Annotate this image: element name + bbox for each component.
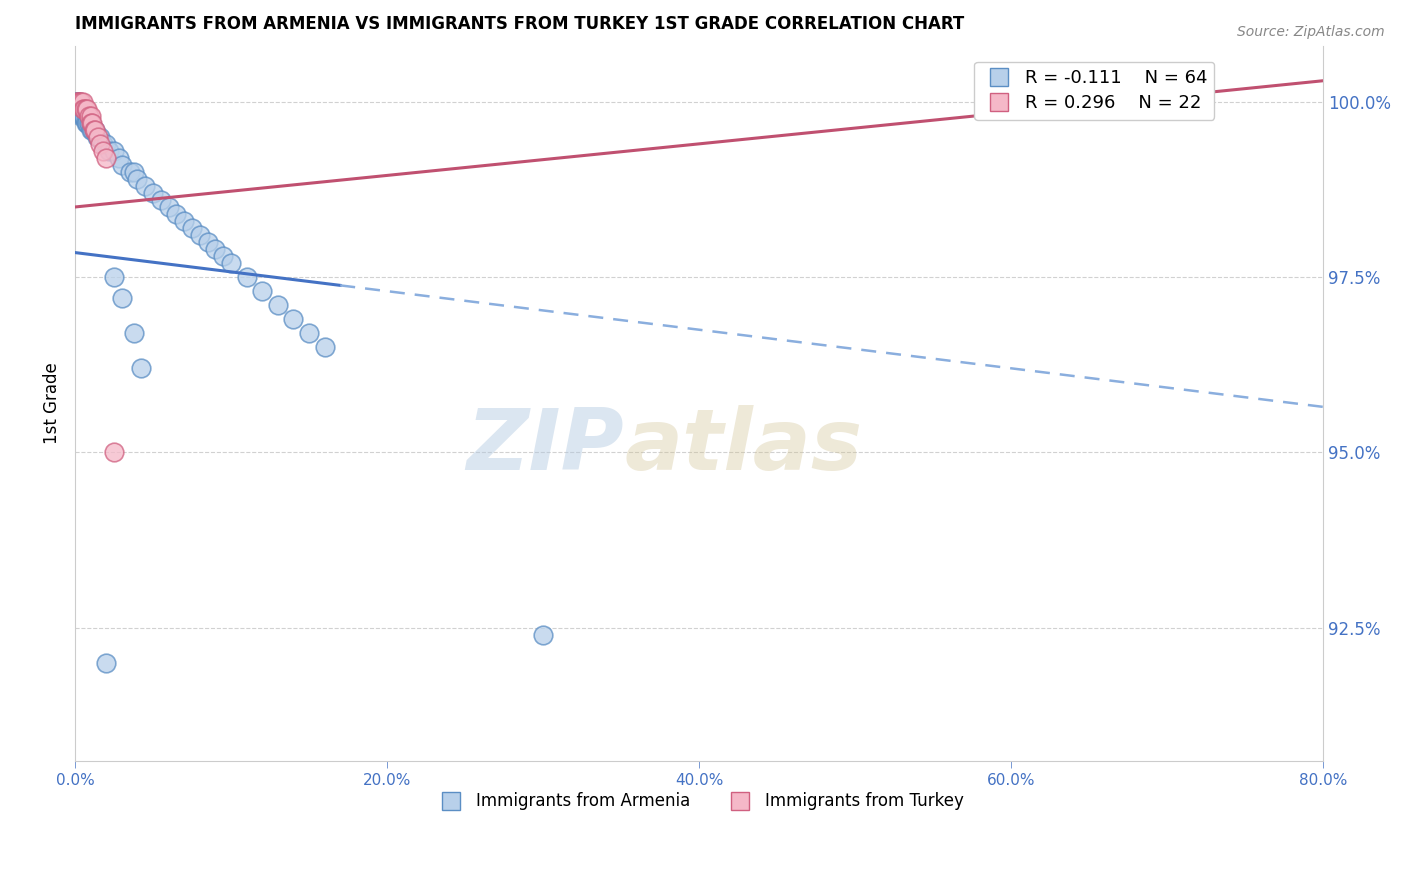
Point <box>197 235 219 249</box>
Point <box>76 116 98 130</box>
Point <box>204 242 226 256</box>
Point <box>82 123 104 137</box>
Point <box>67 102 90 116</box>
Point <box>283 312 305 326</box>
Point <box>89 136 111 151</box>
Point <box>70 109 93 123</box>
Point <box>124 326 146 341</box>
Y-axis label: 1st Grade: 1st Grade <box>44 362 60 444</box>
Point <box>91 136 114 151</box>
Text: Source: ZipAtlas.com: Source: ZipAtlas.com <box>1237 25 1385 39</box>
Point <box>91 144 114 158</box>
Point <box>65 95 87 109</box>
Point <box>219 256 242 270</box>
Point <box>111 291 134 305</box>
Point <box>75 109 97 123</box>
Point <box>111 158 134 172</box>
Point <box>65 95 87 109</box>
Point <box>67 95 90 109</box>
Point <box>73 102 96 116</box>
Point <box>267 298 290 312</box>
Point <box>83 123 105 137</box>
Point <box>103 144 125 158</box>
Point <box>84 123 107 137</box>
Point <box>86 129 108 144</box>
Point <box>103 270 125 285</box>
Text: atlas: atlas <box>624 405 862 488</box>
Text: IMMIGRANTS FROM ARMENIA VS IMMIGRANTS FROM TURKEY 1ST GRADE CORRELATION CHART: IMMIGRANTS FROM ARMENIA VS IMMIGRANTS FR… <box>75 15 965 33</box>
Point <box>82 116 104 130</box>
Point <box>127 172 149 186</box>
Point <box>76 102 98 116</box>
Point <box>188 227 211 242</box>
Point <box>65 95 87 109</box>
Point <box>72 102 94 116</box>
Point <box>96 151 118 165</box>
Point <box>79 116 101 130</box>
Point <box>314 340 336 354</box>
Point <box>69 95 91 109</box>
Point <box>77 109 100 123</box>
Point <box>134 178 156 193</box>
Point <box>173 214 195 228</box>
Point <box>1078 95 1101 109</box>
Point <box>129 361 152 376</box>
Point <box>69 102 91 116</box>
Point <box>79 123 101 137</box>
Point <box>252 284 274 298</box>
Point <box>103 445 125 459</box>
Point <box>149 193 172 207</box>
Point <box>96 136 118 151</box>
Point <box>235 270 257 285</box>
Point <box>72 102 94 116</box>
Point <box>531 628 554 642</box>
Point <box>75 116 97 130</box>
Point <box>87 129 110 144</box>
Text: ZIP: ZIP <box>467 405 624 488</box>
Point <box>87 129 110 144</box>
Point <box>118 165 141 179</box>
Point <box>142 186 165 200</box>
Point <box>69 95 91 109</box>
Point <box>298 326 321 341</box>
Point <box>181 221 204 235</box>
Point <box>124 165 146 179</box>
Point <box>72 109 94 123</box>
Point <box>69 102 91 116</box>
Point <box>98 144 121 158</box>
Point <box>212 249 235 263</box>
Point <box>77 116 100 130</box>
Point <box>73 109 96 123</box>
Point <box>67 95 90 109</box>
Legend: Immigrants from Armenia, Immigrants from Turkey: Immigrants from Armenia, Immigrants from… <box>427 786 970 817</box>
Point <box>165 207 187 221</box>
Point <box>89 129 111 144</box>
Point <box>75 102 97 116</box>
Point <box>77 116 100 130</box>
Point <box>76 116 98 130</box>
Point <box>79 116 101 130</box>
Point <box>84 123 107 137</box>
Point <box>70 102 93 116</box>
Point <box>73 109 96 123</box>
Point <box>67 95 90 109</box>
Point <box>65 95 87 109</box>
Point <box>157 200 180 214</box>
Point <box>70 102 93 116</box>
Point <box>96 656 118 670</box>
Point <box>67 95 90 109</box>
Point <box>72 95 94 109</box>
Point <box>79 109 101 123</box>
Point <box>83 123 105 137</box>
Point <box>72 109 94 123</box>
Point <box>70 95 93 109</box>
Point <box>107 151 129 165</box>
